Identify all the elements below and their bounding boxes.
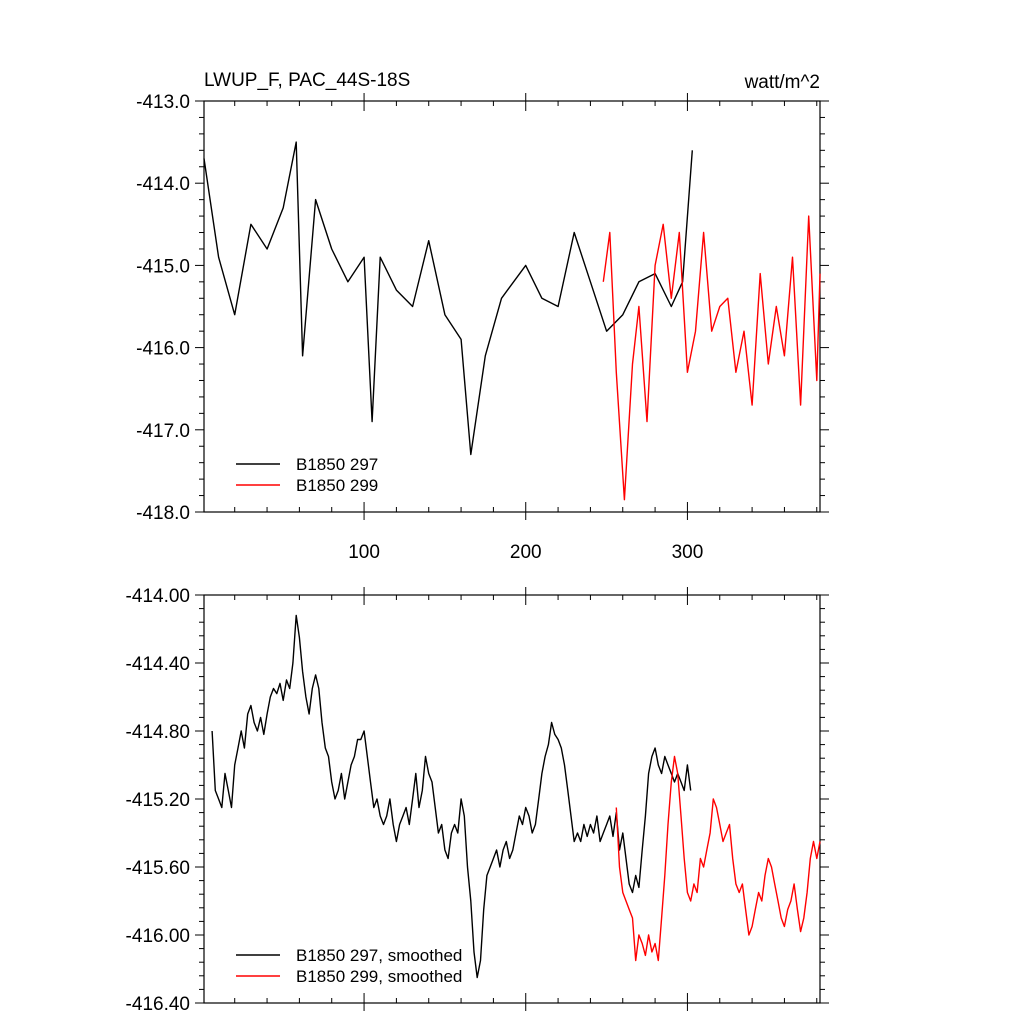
units-label: watt/m^2 [744,72,820,93]
raw-timeseries-panel: LWUP_F, PAC_44S-18S watt/m^2 100 200 300 -4… [136,70,829,563]
plot-frame [203,594,821,1004]
plot-frame [203,100,821,513]
y-tick-label: -416.0 [136,339,190,360]
tick-labels: 100 200 300 -413.0 -414.0 -415.0 -416.0 -417.0 -… [136,92,703,563]
y-tick-label: -415.20 [126,790,190,811]
x-tick-label: 100 [348,542,380,563]
smoothed-timeseries-panel: -414.00 -414.40 -414.80 -415.20 -415.60 -416.… [126,586,829,1015]
y-tick-label: -416.00 [126,926,190,947]
y-tick-label: -414.40 [126,654,190,675]
x-tick-label: 300 [672,542,704,563]
y-tick-label: -414.80 [126,722,190,743]
legend-label: B1850 299, smoothed [296,967,462,986]
y-tick-label: -415.0 [136,256,190,277]
y-tick-label: -414.00 [126,586,190,607]
legend-label: B1850 297 [296,455,378,474]
y-tick-label: -414.0 [136,174,190,195]
tick-marks [195,587,829,1011]
y-tick-label: -415.60 [126,858,190,879]
tick-marks [195,93,829,520]
series-lines [211,614,821,979]
y-tick-label: -418.0 [136,503,190,524]
legend-label: B1850 299 [296,476,378,495]
legend: B1850 297 B1850 299 [236,455,378,495]
series-lines [203,141,821,501]
series-line [615,755,821,962]
chart-title: LWUP_F, PAC_44S-18S [204,70,410,91]
y-tick-label: -417.0 [136,421,190,442]
y-tick-label: -416.40 [126,994,190,1015]
y-tick-label: -413.0 [136,92,190,113]
x-tick-label: 200 [510,542,542,563]
tick-labels: -414.00 -414.40 -414.80 -415.20 -415.60 -416.… [126,586,190,1015]
legend-label: B1850 297, smoothed [296,946,462,965]
series-line [602,215,821,501]
series-line [211,614,692,979]
legend: B1850 297, smoothed B1850 299, smoothed [236,946,462,986]
